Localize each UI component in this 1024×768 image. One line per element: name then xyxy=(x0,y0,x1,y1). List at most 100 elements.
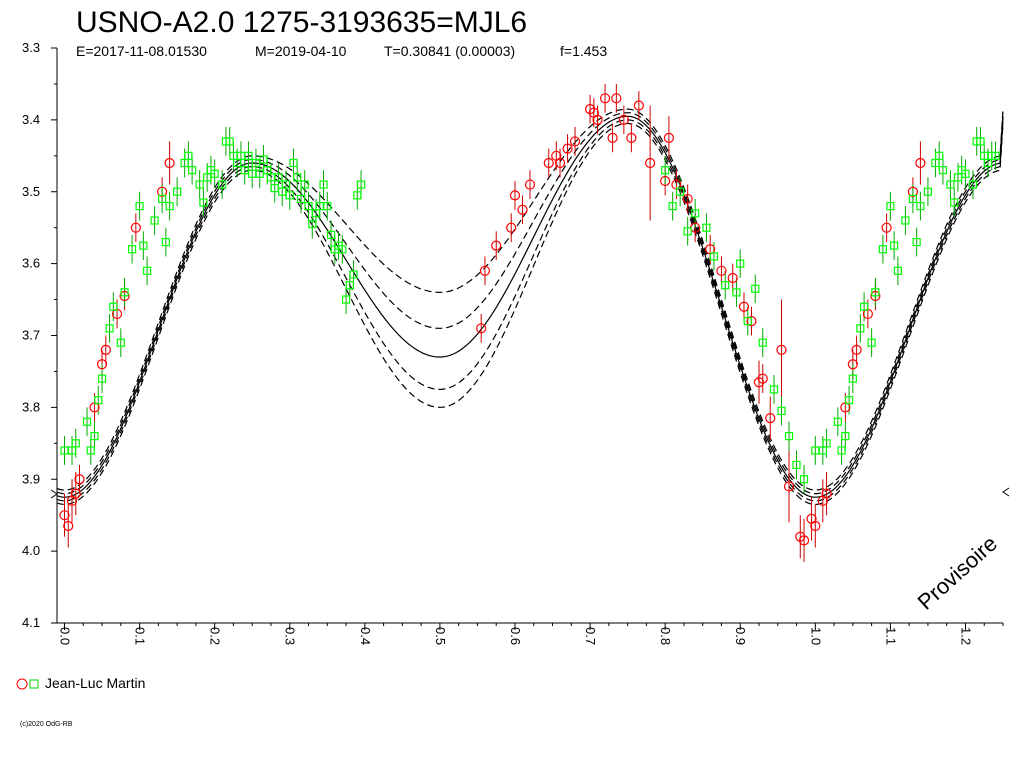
data-point-square xyxy=(732,288,741,297)
x-tick-label: 0.2 xyxy=(208,627,223,645)
x-tick-label: 1.0 xyxy=(808,627,823,645)
data-point-circle xyxy=(795,531,806,542)
data-point-square xyxy=(901,216,910,225)
data-point-square xyxy=(304,202,313,211)
data-point-square xyxy=(769,385,779,394)
data-point-square xyxy=(758,338,767,347)
data-point-circle xyxy=(96,359,108,370)
data-point-circle xyxy=(847,359,858,370)
data-point-circle xyxy=(157,186,168,197)
data-point-square xyxy=(743,317,752,326)
data-point-circle xyxy=(881,222,892,233)
data-point-circle xyxy=(682,193,693,205)
data-point-square xyxy=(976,137,985,146)
model-curve xyxy=(56,108,1004,491)
model-curve xyxy=(56,112,1004,495)
data-point-circle xyxy=(716,265,727,276)
data-point-square xyxy=(912,237,921,247)
data-point-circle xyxy=(776,344,787,355)
data-point-circle xyxy=(70,488,81,499)
data-point-square xyxy=(784,432,794,441)
data-point-square xyxy=(289,158,298,168)
data-point-square xyxy=(218,180,227,189)
data-point-square xyxy=(341,295,351,304)
data-point-circle xyxy=(164,157,175,169)
data-point-square xyxy=(890,241,899,250)
data-point-square xyxy=(150,216,159,225)
data-point-square xyxy=(323,202,332,211)
data-point-square xyxy=(841,432,850,441)
error-bars xyxy=(64,83,996,562)
data-point-square xyxy=(702,223,711,232)
data-point-square xyxy=(158,194,167,204)
copyright: (c)2020 OdG-RB xyxy=(20,721,73,728)
y-tick-label: 3.9 xyxy=(22,471,40,486)
data-point-circle xyxy=(660,175,671,187)
x-tick-label: 1.1 xyxy=(883,627,898,645)
legend-label: Jean-Luc Martin xyxy=(45,675,145,691)
data-point-circle xyxy=(810,520,821,532)
data-point-square xyxy=(837,446,846,455)
data-point-square xyxy=(908,194,918,204)
data-point-circle xyxy=(851,344,862,355)
chart-title: USNO-A2.0 1275-3193635=MJL6 xyxy=(76,6,527,39)
data-point-square xyxy=(709,252,719,261)
data-point-circle xyxy=(645,157,656,169)
data-point-square xyxy=(308,219,317,229)
left-edge-marker xyxy=(50,489,58,499)
data-point-square xyxy=(751,284,760,293)
data-point-square xyxy=(120,288,129,297)
data-point-square xyxy=(349,270,358,279)
data-point-circle xyxy=(633,100,644,111)
data-point-circle xyxy=(476,323,487,334)
x-tick-label: 0.9 xyxy=(733,627,748,645)
data-point-square xyxy=(319,180,328,189)
data-point-square xyxy=(97,374,107,383)
data-point-circle xyxy=(618,114,629,125)
data-point-circle xyxy=(119,290,130,302)
data-point-square xyxy=(991,151,1000,160)
data-point-square xyxy=(135,202,144,211)
x-tick-label: 0.1 xyxy=(133,627,148,645)
data-point-square xyxy=(225,137,234,146)
data-point-circle xyxy=(765,413,776,424)
data-point-circle xyxy=(509,190,521,201)
y-tick-label: 3.6 xyxy=(22,256,40,271)
y-tick-label: 4.1 xyxy=(22,615,40,630)
data-point-square xyxy=(893,266,902,275)
x-tick-label: 0.5 xyxy=(433,627,448,645)
data-point-square xyxy=(916,202,925,211)
data-point-circle xyxy=(783,481,795,492)
data-point-square xyxy=(142,266,152,275)
x-tick-label: 1.2 xyxy=(958,627,973,645)
legend-square-icon xyxy=(29,679,39,689)
data-point-square xyxy=(799,475,809,484)
data-point-square xyxy=(274,173,283,182)
data-point-square xyxy=(950,198,959,207)
x-tick-label: 0.6 xyxy=(508,627,523,645)
data-point-square xyxy=(116,338,125,347)
data-point-square xyxy=(353,191,362,200)
right-edge-marker xyxy=(1002,487,1010,497)
data-point-circle xyxy=(543,157,554,169)
data-point-square xyxy=(661,166,670,175)
model-curve xyxy=(56,119,1004,502)
data-point-circle xyxy=(74,474,85,485)
data-point-circle xyxy=(727,272,738,284)
data-point-circle xyxy=(592,114,603,125)
data-point-square xyxy=(923,187,933,196)
data-point-square xyxy=(82,417,92,426)
data-point-circle xyxy=(479,265,491,276)
data-point-circle xyxy=(738,301,750,312)
subtitle-fill: f=1.453 xyxy=(560,43,607,59)
data-point-square xyxy=(860,302,869,311)
data-point-square xyxy=(244,151,253,160)
data-point-circle xyxy=(517,204,528,215)
data-point-square xyxy=(86,446,95,455)
data-point-square xyxy=(345,281,354,290)
data-point-square xyxy=(938,166,948,175)
data-point-square xyxy=(338,245,347,254)
data-point-circle xyxy=(59,510,70,521)
data-point-circle xyxy=(798,535,810,546)
